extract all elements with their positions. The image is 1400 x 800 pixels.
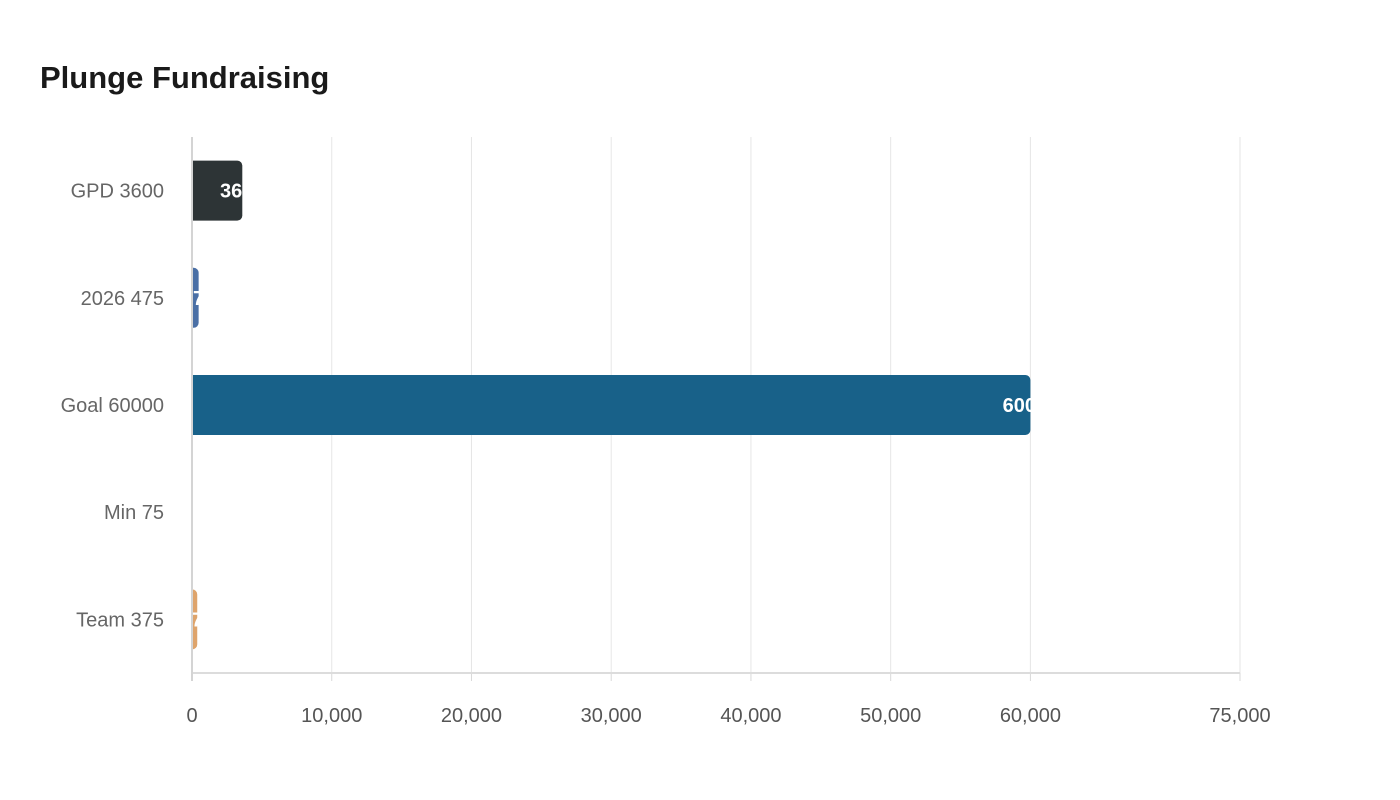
data-label: 60000 xyxy=(1003,395,1059,417)
bar xyxy=(192,375,1031,435)
chart-title: Plunge Fundraising xyxy=(40,60,330,95)
bar xyxy=(192,267,199,328)
x-tick-label: 0 xyxy=(186,705,197,727)
category-label: Min 75 xyxy=(104,502,164,524)
data-label: 3600 xyxy=(220,181,265,203)
category-label: Goal 60000 xyxy=(61,395,164,417)
bar xyxy=(192,589,198,650)
data-label: 475 xyxy=(182,288,215,310)
category-label: 2026 475 xyxy=(81,288,164,310)
x-tick-label: 20,000 xyxy=(441,705,502,727)
x-tick-label: 10,000 xyxy=(301,705,362,727)
x-tick-label: 40,000 xyxy=(720,705,781,727)
data-label: 75 xyxy=(182,502,204,524)
data-label: 375 xyxy=(181,609,214,631)
category-label: Team 375 xyxy=(76,609,164,631)
x-tick-label: 75,000 xyxy=(1209,705,1270,727)
x-tick-label: 60,000 xyxy=(1000,705,1061,727)
category-label: GPD 3600 xyxy=(71,181,164,203)
x-tick-label: 50,000 xyxy=(860,705,921,727)
bar xyxy=(192,160,243,221)
x-tick-label: 30,000 xyxy=(581,705,642,727)
